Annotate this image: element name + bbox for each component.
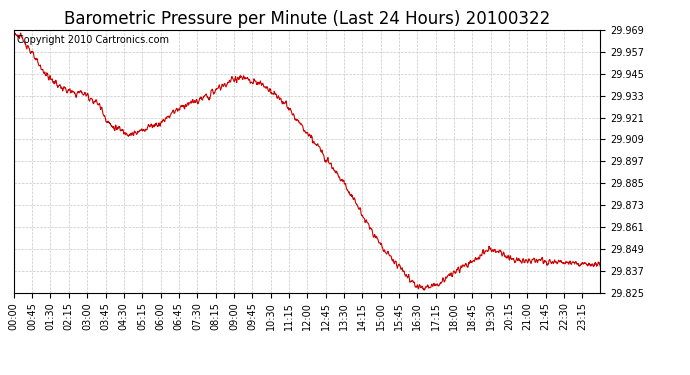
Title: Barometric Pressure per Minute (Last 24 Hours) 20100322: Barometric Pressure per Minute (Last 24 … [64, 10, 550, 28]
Text: Copyright 2010 Cartronics.com: Copyright 2010 Cartronics.com [17, 35, 169, 45]
